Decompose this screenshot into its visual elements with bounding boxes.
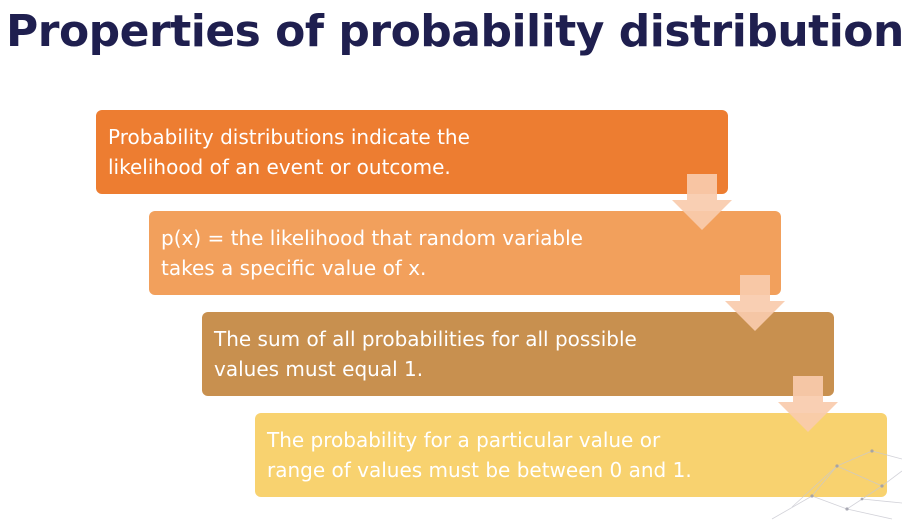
down-arrow-icon [672, 174, 732, 230]
network-decoration [771, 449, 902, 520]
step-4-line-1: The probability for a particular value o… [267, 428, 661, 452]
step-4-line-2: range of values must be between 0 and 1. [267, 458, 692, 482]
slide-title: Properties of probability distributions [6, 6, 902, 57]
process-step-2: p(x) = the likelihood that random variab… [149, 211, 781, 295]
process-step-4: The probability for a particular value o… [255, 413, 887, 497]
process-step-3: The sum of all probabilities for all pos… [202, 312, 834, 396]
process-step-1: Probability distributions indicate the l… [96, 110, 728, 194]
step-1-line-2: likelihood of an event or outcome. [108, 155, 451, 179]
step-3-line-1: The sum of all probabilities for all pos… [214, 327, 637, 351]
down-arrow-icon [778, 376, 838, 432]
step-3-line-2: values must equal 1. [214, 357, 424, 381]
down-arrow-icon [725, 275, 785, 331]
step-1-line-1: Probability distributions indicate the [108, 125, 470, 149]
step-2-line-1: p(x) = the likelihood that random variab… [161, 226, 583, 250]
step-2-line-2: takes a specific value of x. [161, 256, 427, 280]
